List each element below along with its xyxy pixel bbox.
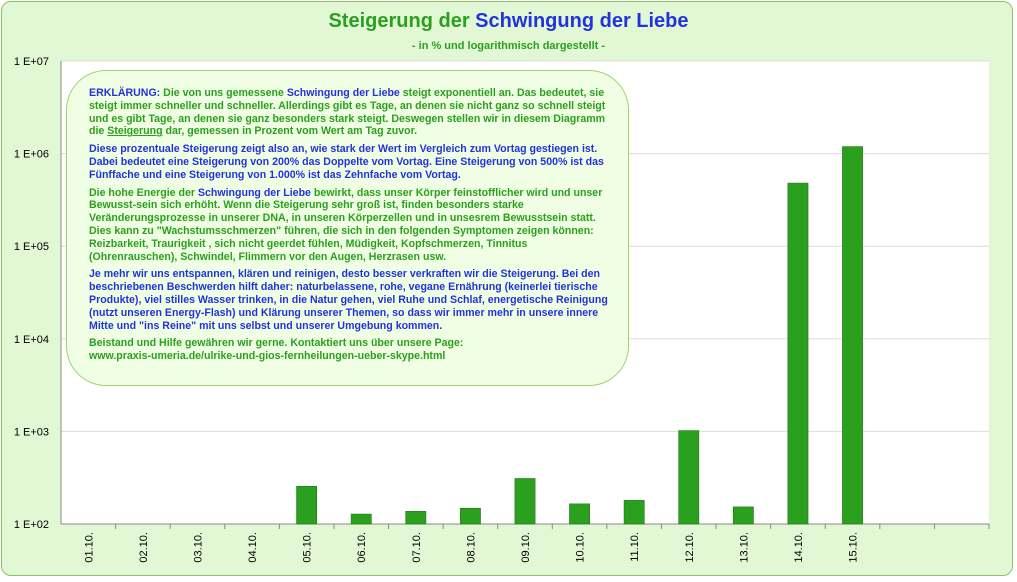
- y-tick-label: 1 E+07: [14, 56, 49, 68]
- info-p3-b: Schwingung der Liebe: [197, 186, 311, 199]
- info-p1-c: steigt exponentiell an. Das bedeutet, si…: [89, 87, 606, 138]
- x-tick-label: 14.10.: [793, 532, 805, 563]
- bar: [405, 511, 427, 525]
- x-tick-label: 11.10.: [629, 532, 641, 562]
- info-p3-c: bewirkt, dass unser Körper feinstofflich…: [89, 186, 603, 263]
- bar: [514, 478, 536, 525]
- bar: [678, 430, 700, 525]
- info-p1-e: dar, gemessen in Prozent vom Wert am Tag…: [162, 125, 418, 138]
- y-tick-label: 1 E+02: [14, 519, 49, 531]
- x-tick-label: 15.10.: [848, 532, 860, 563]
- bar: [623, 500, 645, 525]
- info-paragraph-4: Je mehr wir uns entspannen, klären und r…: [89, 268, 608, 332]
- info-p1-d: Steigerung: [107, 125, 163, 138]
- chart-subtitle: - in % und logarithmisch dargestellt -: [411, 40, 606, 52]
- x-tick-label: 09.10.: [520, 532, 532, 563]
- x-tick-label: 02.10.: [138, 532, 150, 563]
- y-tick-label: 1 E+04: [14, 334, 49, 346]
- bar: [569, 503, 590, 525]
- x-tick-label: 08.10.: [465, 532, 477, 563]
- y-tick-label: 1 E+05: [14, 241, 49, 253]
- info-paragraph-5: Beistand und Hilfe gewähren wir gerne. K…: [89, 337, 464, 350]
- info-box: ERKLÄRUNG: Die von uns gemessene Schwing…: [66, 70, 629, 386]
- x-tick-label: 06.10.: [356, 532, 368, 563]
- x-tick-label: 13.10.: [738, 532, 750, 563]
- info-p3-a: Die hohe Energie der: [89, 186, 198, 199]
- info-p1-b: Schwingung der Liebe: [286, 87, 400, 99]
- x-tick-label: 01.10.: [83, 532, 95, 563]
- title-part2: Schwingung der Liebe: [475, 10, 689, 32]
- info-paragraph-1: ERKLÄRUNG: Die von uns gemessene Schwing…: [89, 87, 614, 138]
- bar: [350, 513, 372, 525]
- title-part1: Steigerung der: [328, 10, 476, 32]
- info-paragraph-3: Die hohe Energie der Schwingung der Lieb…: [89, 187, 614, 264]
- y-tick-label: 1 E+03: [14, 426, 49, 438]
- bar: [787, 182, 809, 525]
- x-tick-label: 05.10.: [302, 532, 314, 563]
- chart-title: Steigerung der Schwingung der Liebe: [0, 10, 1017, 33]
- y-tick-label: 1 E+06: [14, 149, 49, 161]
- bar: [732, 506, 754, 525]
- info-label: ERKLÄRUNG:: [89, 87, 161, 99]
- x-tick-label: 04.10.: [247, 532, 259, 563]
- info-paragraph-2: Diese prozentuale Steigerung zeigt also …: [89, 143, 604, 181]
- bar: [842, 146, 863, 525]
- bar: [296, 486, 318, 525]
- x-tick-label: 03.10.: [192, 532, 204, 563]
- info-p1-a: Die von uns gemessene: [160, 87, 287, 99]
- x-tick-label: 12.10.: [684, 532, 696, 563]
- bar: [460, 507, 481, 525]
- info-link: www.praxis-umeria.de/ulrike-und-gios-fer…: [89, 350, 446, 363]
- x-tick-label: 07.10.: [411, 532, 423, 563]
- x-tick-label: 10.10.: [575, 532, 587, 563]
